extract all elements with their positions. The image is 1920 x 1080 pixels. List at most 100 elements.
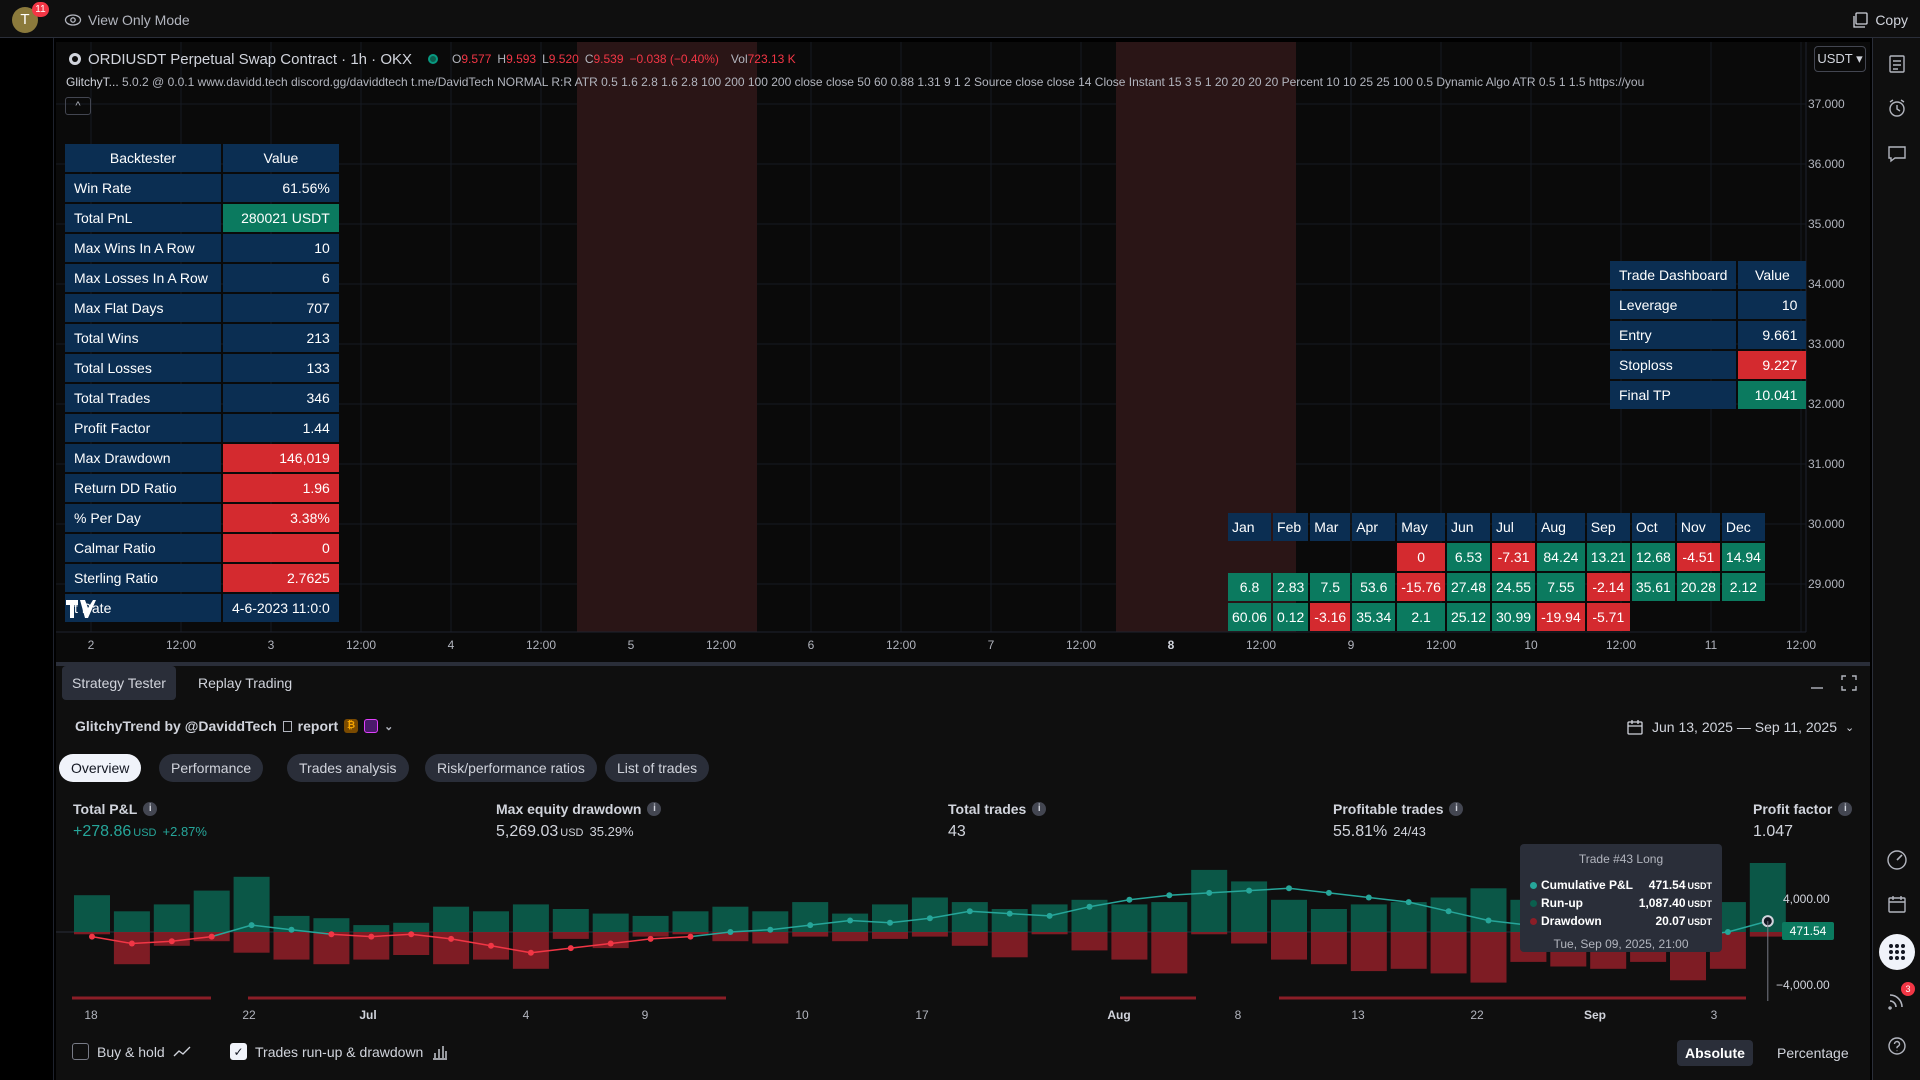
month-cell: 12.68 bbox=[1631, 543, 1675, 571]
eye-icon bbox=[64, 14, 82, 26]
runup-drawdown-checkbox[interactable]: ✓ Trades run-up & drawdown bbox=[230, 1043, 449, 1060]
calendar-icon[interactable] bbox=[1883, 890, 1911, 918]
target-icon[interactable] bbox=[1883, 846, 1911, 874]
alarm-clock-icon[interactable] bbox=[1883, 94, 1911, 122]
month-cell: 60.06 bbox=[1228, 603, 1272, 631]
price-chart[interactable]: ORDIUSDT Perpetual Swap Contract · 1h · … bbox=[56, 42, 1870, 662]
metric-value: 55.81% 24/43 bbox=[1333, 823, 1463, 841]
tooltip-row: Run-up 1,087.40 USDT bbox=[1520, 896, 1722, 910]
table-row: Sterling Ratio 2.7625 bbox=[65, 564, 339, 592]
percentage-toggle[interactable]: Percentage bbox=[1777, 1045, 1849, 1061]
chevron-down-icon[interactable]: ⌄ bbox=[384, 720, 394, 733]
tradingview-logo-icon[interactable] bbox=[66, 600, 96, 623]
header-cell: Value bbox=[1738, 261, 1807, 289]
time-tick: 11 bbox=[1704, 638, 1718, 652]
info-icon[interactable]: i bbox=[1838, 802, 1853, 816]
table-row: t Date 4-6-2023 11:0:0 bbox=[65, 594, 339, 622]
help-icon[interactable] bbox=[1883, 1032, 1911, 1060]
metric-number: 1.047 bbox=[1753, 823, 1794, 840]
row-value: 213 bbox=[223, 324, 339, 352]
tab-strategy-tester[interactable]: Strategy Tester bbox=[62, 666, 176, 700]
cumulative-line-segment bbox=[690, 931, 731, 938]
info-icon[interactable]: i bbox=[143, 802, 158, 816]
currency-select[interactable]: USDT ▾ bbox=[1814, 46, 1866, 72]
drawdown-bar bbox=[233, 932, 270, 953]
info-icon[interactable]: i bbox=[1032, 802, 1047, 816]
metric-label: Profitable trades i bbox=[1333, 801, 1464, 817]
month-cell: -5.71 bbox=[1586, 603, 1630, 631]
apps-grid-icon[interactable] bbox=[1879, 934, 1915, 970]
tooltip-value: 471.54 USDT bbox=[1649, 878, 1712, 892]
row-key: Total Losses bbox=[65, 354, 221, 382]
symbol-legend[interactable]: ORDIUSDT Perpetual Swap Contract · 1h · … bbox=[68, 50, 796, 68]
panel-divider[interactable] bbox=[56, 662, 1870, 666]
minimize-icon[interactable] bbox=[1808, 674, 1826, 692]
cumulative-point bbox=[647, 935, 654, 942]
month-header: Dec bbox=[1721, 513, 1765, 541]
subtab-overview[interactable]: Overview bbox=[59, 754, 142, 782]
info-icon[interactable]: i bbox=[1449, 802, 1464, 816]
tooltip-unit: USDT bbox=[1687, 881, 1713, 891]
cumulative-point bbox=[887, 919, 893, 926]
metric-total-p-l: Total P&L i +278.86 USD +2.87% bbox=[73, 801, 207, 841]
subtab-list-of-trades[interactable]: List of trades bbox=[605, 754, 710, 782]
market-status-icon bbox=[428, 54, 439, 64]
date-range-picker[interactable]: Jun 13, 2025 — Sep 11, 2025 ⌄ bbox=[1626, 718, 1854, 736]
metric-number: +278.86 bbox=[73, 823, 132, 840]
indicator-legend[interactable]: GlitchyT... 5.0.2 @ 0.0.1 www.davidd.tec… bbox=[66, 75, 1806, 91]
cumulative-point bbox=[208, 933, 215, 940]
month-cell: 6.53 bbox=[1446, 543, 1491, 571]
time-tick: 12:00 bbox=[1425, 638, 1457, 652]
pnl-x-tick: 18 bbox=[84, 1008, 98, 1022]
watchlist-icon[interactable] bbox=[1883, 50, 1911, 78]
strategy-title[interactable]: GlitchyTrend by @DaviddTech report ₿ ⌄ bbox=[75, 718, 393, 734]
monthly-returns-table: Jan Feb Mar Apr May Jun Jul Aug Sep Oct Nov Dec 0 6.5… bbox=[1226, 511, 1767, 633]
pnl-chart[interactable] bbox=[56, 666, 1870, 1080]
month-header: Jan bbox=[1228, 513, 1272, 541]
table-row: Return DD Ratio 1.96 bbox=[65, 474, 339, 502]
tab-replay-trading[interactable]: Replay Trading bbox=[198, 675, 293, 691]
tooltip-value-text: 20.07 bbox=[1655, 914, 1686, 928]
month-cell bbox=[1352, 543, 1395, 571]
info-icon[interactable]: i bbox=[647, 802, 662, 816]
buy-hold-checkbox[interactable]: Buy & hold bbox=[72, 1043, 191, 1060]
buy-hold-box[interactable] bbox=[72, 1043, 89, 1060]
absolute-toggle[interactable]: Absolute bbox=[1677, 1040, 1753, 1066]
metric-label: Total trades i bbox=[948, 801, 1047, 817]
tooltip-value: 1,087.40 USDT bbox=[1639, 896, 1712, 910]
tooltip-value-text: 471.54 bbox=[1648, 878, 1686, 892]
row-key: Max Drawdown bbox=[65, 444, 221, 472]
calendar-icon bbox=[1627, 720, 1643, 735]
month-cell: -4.51 bbox=[1676, 543, 1720, 571]
copy-button[interactable]: Copy bbox=[1851, 10, 1908, 30]
table-row: 6.8 2.83 7.5 53.6 -15.76 27.48 24.55 7.55 -2.14 3… bbox=[1228, 573, 1765, 601]
cumulative-point bbox=[607, 940, 614, 947]
strategy-name: GlitchyTrend by @DaviddTech bbox=[75, 718, 277, 734]
subtab-performance[interactable]: Performance bbox=[159, 754, 264, 782]
runup-bar bbox=[1191, 869, 1228, 932]
runup-bar bbox=[1470, 888, 1507, 932]
runup-bar bbox=[1310, 909, 1347, 932]
runup-drawdown-box[interactable]: ✓ bbox=[230, 1043, 247, 1060]
months-header: Jan Feb Mar Apr May Jun Jul Aug Sep Oct Nov Dec bbox=[1228, 513, 1765, 541]
view-only-mode[interactable]: View Only Mode bbox=[64, 10, 190, 30]
cumulative-point bbox=[1166, 892, 1173, 899]
month-header: Jun bbox=[1446, 513, 1491, 541]
row-value: 1.44 bbox=[223, 414, 339, 442]
collapse-legend-button[interactable]: ^ bbox=[65, 97, 91, 115]
maximize-icon[interactable] bbox=[1840, 674, 1858, 692]
month-cell: 35.61 bbox=[1631, 573, 1675, 601]
metric-number: 43 bbox=[948, 823, 966, 840]
month-header: Jul bbox=[1492, 513, 1536, 541]
chat-icon[interactable] bbox=[1883, 140, 1911, 168]
subtab-risk-performance-ratios[interactable]: Risk/performance ratios bbox=[425, 754, 597, 782]
trade-dashboard-table: Trade Dashboard Value Leverage 10 Entry 9.661… bbox=[1608, 259, 1808, 411]
tooltip-key-text: Cumulative P&L bbox=[1541, 878, 1634, 892]
month-cell: 14.94 bbox=[1721, 543, 1765, 571]
tooltip-key-text: Run-up bbox=[1541, 896, 1583, 910]
signal-icon[interactable]: 3 bbox=[1883, 982, 1915, 1014]
runup-bar bbox=[592, 913, 629, 932]
row-key: Final TP bbox=[1610, 381, 1737, 409]
subtab-trades-analysis[interactable]: Trades analysis bbox=[287, 754, 409, 782]
runup-bar bbox=[1151, 902, 1188, 932]
